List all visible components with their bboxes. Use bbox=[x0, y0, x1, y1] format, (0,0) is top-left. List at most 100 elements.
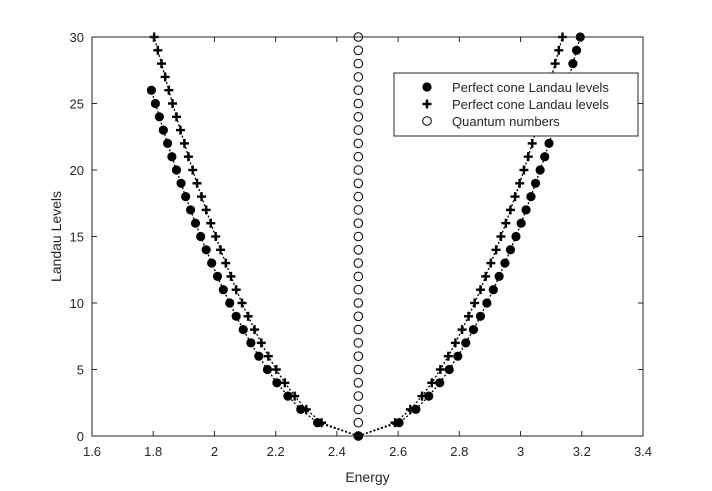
circle-series-point bbox=[225, 298, 235, 308]
x-tick-label: 2 bbox=[211, 444, 218, 459]
quantum-number-point bbox=[353, 112, 364, 122]
plus-series-point bbox=[188, 165, 198, 175]
circle-series-point bbox=[411, 404, 421, 414]
plus-series-point bbox=[527, 138, 537, 148]
circle-series-point bbox=[571, 45, 582, 55]
x-tick-label: 1.8 bbox=[144, 444, 162, 459]
circle-series-point bbox=[482, 298, 492, 308]
circle-series-point bbox=[526, 192, 536, 202]
quantum-number-point bbox=[353, 58, 364, 69]
circle-series-point bbox=[185, 205, 196, 215]
x-tick-label: 2.4 bbox=[328, 444, 346, 459]
quantum-number-point bbox=[353, 311, 364, 322]
plus-series-point bbox=[510, 192, 520, 202]
circle-series-point bbox=[540, 152, 550, 162]
circle-series-point bbox=[246, 338, 256, 348]
plus-series-point bbox=[250, 325, 260, 335]
plus-series-point bbox=[496, 232, 506, 241]
legend-label-0: Perfect cone Landau levels bbox=[452, 80, 609, 95]
plus-series-point bbox=[486, 258, 496, 268]
circle-series-point bbox=[468, 325, 479, 335]
circle-series-point bbox=[530, 178, 541, 188]
quantum-number-point bbox=[353, 271, 364, 282]
y-tick-label: 10 bbox=[70, 296, 84, 311]
plus-series-point bbox=[550, 59, 560, 69]
circle-series-point bbox=[238, 325, 248, 335]
circle-series-point bbox=[181, 192, 191, 202]
circle-series-point bbox=[150, 98, 160, 109]
circle-series-point bbox=[475, 311, 486, 321]
legend-filled-circle-marker bbox=[422, 82, 432, 92]
circle-series-point bbox=[154, 112, 164, 122]
x-tick-label: 2.2 bbox=[267, 444, 285, 459]
legend-box bbox=[393, 72, 639, 137]
plus-series-point bbox=[197, 192, 207, 202]
quantum-number-point bbox=[353, 191, 364, 202]
circle-series-point bbox=[444, 364, 454, 375]
legend-open-circle-marker bbox=[422, 116, 432, 126]
plus-series-point bbox=[501, 218, 511, 228]
legend-filled-circle-marker bbox=[422, 82, 432, 92]
circle-series-point bbox=[544, 138, 554, 148]
quantum-number-point bbox=[353, 125, 364, 135]
circle-series-point bbox=[207, 258, 217, 268]
plus-series-point bbox=[201, 205, 211, 215]
plus-series-point bbox=[256, 338, 266, 348]
quantum-number-point bbox=[353, 72, 364, 82]
x-tick-label: 2.6 bbox=[389, 444, 407, 459]
y-tick-label: 15 bbox=[70, 230, 84, 245]
circle-series-point bbox=[254, 351, 264, 361]
y-tick-label: 25 bbox=[70, 97, 84, 112]
circle-series-point bbox=[435, 378, 445, 388]
plus-series-point bbox=[470, 298, 480, 308]
circle-series-point bbox=[535, 165, 545, 175]
circle-series-point bbox=[201, 245, 211, 255]
legend-plus-marker bbox=[422, 99, 432, 109]
plus-series-point bbox=[435, 365, 445, 374]
plus-series-point bbox=[280, 378, 290, 388]
x-tick-label: 3.4 bbox=[634, 444, 652, 459]
circle-series-point bbox=[521, 205, 531, 215]
plus-series-point bbox=[221, 258, 231, 268]
quantum-number-point bbox=[353, 364, 364, 375]
plus-series-point bbox=[237, 298, 247, 308]
y-tick-label: 5 bbox=[77, 363, 84, 378]
plus-series-point bbox=[153, 45, 163, 55]
y-tick-label: 20 bbox=[70, 163, 84, 178]
x-tick-label: 2.8 bbox=[450, 444, 468, 459]
quantum-number-point bbox=[353, 378, 364, 388]
legend-plus-marker bbox=[422, 99, 432, 109]
quantum-number-point bbox=[353, 231, 364, 242]
plus-series-point bbox=[443, 351, 453, 361]
plus-series-point bbox=[160, 72, 170, 82]
quantum-number-point bbox=[353, 417, 364, 428]
plus-series-point bbox=[515, 178, 525, 188]
x-axis-ticks: 1.6 1.8 2 2.2 2.4 2.6 2.8 3 3.2 3.4 bbox=[83, 37, 652, 459]
y-tick-label: 0 bbox=[77, 429, 84, 444]
plus-series-point bbox=[523, 152, 533, 162]
plus-series-point bbox=[211, 232, 221, 241]
quantum-number-point bbox=[353, 245, 364, 255]
circle-series-point bbox=[283, 391, 293, 401]
circle-series-point bbox=[424, 391, 434, 401]
circle-series-point bbox=[196, 231, 206, 242]
circle-series-point bbox=[568, 59, 578, 69]
plus-series-point bbox=[481, 271, 491, 281]
circle-series-point bbox=[212, 271, 223, 281]
circle-series-point bbox=[176, 178, 186, 188]
plus-series-point bbox=[168, 99, 178, 108]
legend-label-2: Quantum numbers bbox=[452, 114, 560, 129]
quantum-number-point bbox=[353, 45, 364, 56]
y-axis-ticks: 0 5 10 15 20 25 30 bbox=[70, 30, 643, 444]
x-tick-label: 3 bbox=[517, 444, 524, 459]
plus-series-point bbox=[427, 378, 437, 388]
circle-series-point bbox=[488, 285, 498, 295]
x-tick-label: 1.6 bbox=[83, 444, 101, 459]
plus-series-point bbox=[243, 311, 253, 321]
x-tick-label: 3.2 bbox=[573, 444, 591, 459]
circle-series-point bbox=[461, 338, 471, 348]
circle-series-point bbox=[516, 218, 526, 228]
quantum-number-point bbox=[353, 391, 364, 401]
circle-series-point bbox=[505, 245, 516, 255]
